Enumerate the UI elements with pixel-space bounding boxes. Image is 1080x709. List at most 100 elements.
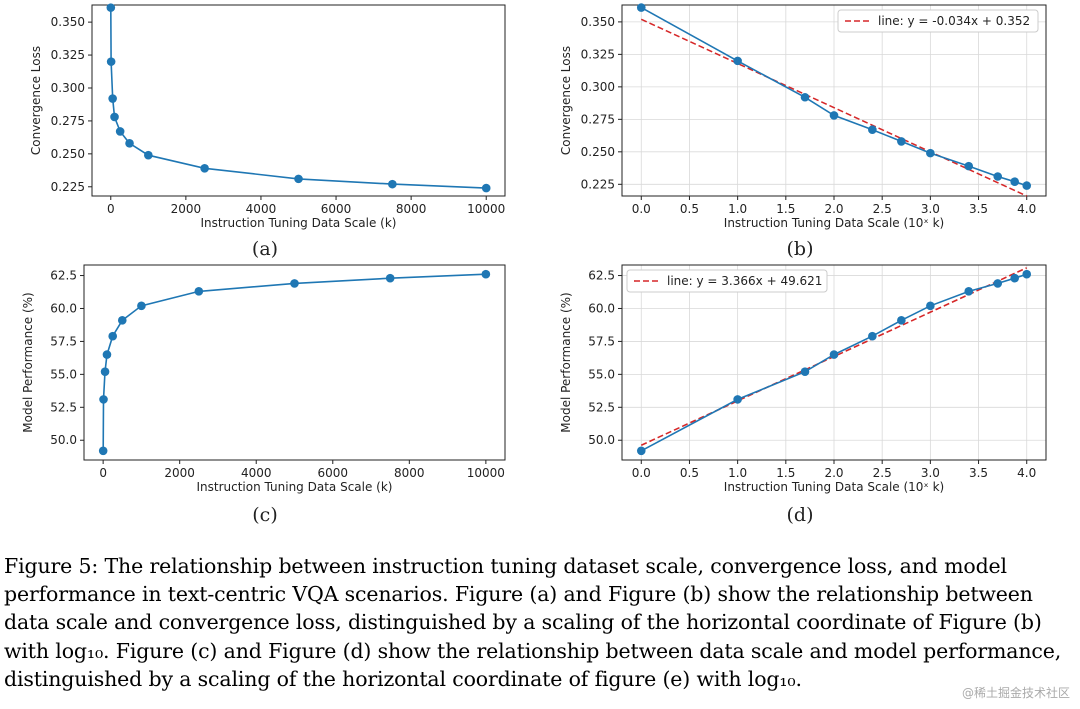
- y-tick-label: 0.325: [51, 48, 85, 62]
- caption-line-5: distinguished by a scaling of the horizo…: [4, 666, 802, 691]
- data-point: [964, 161, 974, 171]
- x-tick-label: 0.0: [632, 466, 651, 480]
- y-tick-label: 57.5: [50, 334, 77, 348]
- x-tick-label: 0.0: [632, 202, 651, 216]
- data-point: [388, 179, 397, 189]
- data-point: [926, 148, 935, 158]
- data-point: [964, 287, 974, 296]
- x-tick-label: 1.5: [776, 202, 795, 216]
- x-axis-title: Instruction Tuning Data Scale (k): [196, 480, 392, 494]
- legend-label: line: y = -0.034x + 0.352: [878, 14, 1030, 28]
- data-point: [636, 446, 646, 456]
- data-point: [99, 395, 108, 404]
- data-point: [1010, 273, 1019, 283]
- data-point: [290, 279, 299, 288]
- y-tick-label: 0.225: [581, 177, 615, 191]
- panel-label: (b): [787, 238, 814, 260]
- x-tick-label: 1.0: [728, 202, 747, 216]
- x-tick-label: 2.5: [873, 202, 892, 216]
- y-tick-label: 55.0: [50, 367, 77, 381]
- plot-frame: [83, 264, 506, 461]
- plot-frame: [91, 4, 506, 197]
- y-tick-label: 0.275: [51, 114, 85, 128]
- figure-canvas: 0 2000 4000 6000 8000 10000 0.225 0.250 0.275 0.3…: [21, 3, 1047, 526]
- y-tick-label: 52.5: [50, 400, 77, 414]
- data-point: [110, 112, 119, 122]
- x-tick-label: 6000: [321, 202, 352, 216]
- caption-line-2: performance in text-centric VQA scenario…: [4, 582, 1033, 607]
- data-point: [800, 367, 810, 377]
- legend-box: [626, 269, 828, 293]
- chart-panel-1: 0 2000 4000 6000 8000 10000 0.225 0.250 0.275 0.3…: [29, 3, 506, 260]
- panel-label: (d): [787, 504, 814, 526]
- y-tick-label: 0.250: [51, 147, 85, 161]
- chart-panel-2: 0.0 0.5 1.0 1.5 2.0 2.5 3.0 3.5 4.0 0.225 0.250 0.2…: [559, 3, 1047, 260]
- x-tick-label: 3.5: [969, 202, 988, 216]
- data-point: [868, 125, 877, 135]
- data-point: [481, 269, 491, 279]
- y-tick-label: 0.300: [51, 81, 85, 95]
- x-tick-label: 10000: [467, 466, 505, 480]
- data-point: [481, 183, 491, 193]
- y-tick-label: 0.350: [581, 15, 615, 29]
- x-tick-label: 0: [99, 466, 107, 480]
- x-tick-label: 4.0: [1017, 202, 1036, 216]
- x-tick-label: 4.0: [1017, 466, 1036, 480]
- series-line: [110, 7, 487, 189]
- data-point: [106, 57, 116, 66]
- data-point: [926, 301, 935, 311]
- caption-line-1: Figure 5: The relationship between instr…: [4, 554, 1007, 578]
- data-point: [1010, 177, 1019, 187]
- data-point: [102, 350, 112, 359]
- fit-line: [640, 18, 1028, 197]
- chart-panel-3: 0 2000 4000 6000 8000 10000 50.0 52.5 55.0 57.5 60…: [21, 264, 506, 526]
- legend-label: line: y = 3.366x + 49.621: [667, 274, 822, 288]
- legend: line: y = -0.034x + 0.352: [837, 9, 1039, 33]
- data-point: [137, 301, 146, 311]
- data-point: [897, 137, 906, 146]
- x-tick-label: 8000: [394, 466, 425, 480]
- x-axis-title: Instruction Tuning Data Scale (k): [200, 216, 396, 230]
- x-tick-label: 3.0: [921, 466, 940, 480]
- x-tick-label: 3.0: [921, 202, 940, 216]
- data-point: [108, 94, 117, 103]
- data-point: [733, 56, 742, 66]
- caption-line-4: with log₁₀. Figure (c) and Figure (d) sh…: [4, 638, 1062, 663]
- y-tick-label: 50.0: [588, 433, 615, 447]
- y-tick-label: 62.5: [588, 269, 615, 283]
- x-tick-label: 1.0: [728, 466, 747, 480]
- y-tick-label: 0.325: [581, 47, 615, 61]
- x-axis-title: Instruction Tuning Data Scale (10ˣ k): [724, 216, 944, 230]
- data-point: [1022, 269, 1032, 279]
- data-point: [733, 395, 742, 404]
- y-tick-label: 62.5: [50, 269, 77, 283]
- data-point: [117, 316, 127, 325]
- y-axis-title: Convergence Loss: [559, 46, 573, 155]
- data-point: [108, 331, 118, 341]
- data-point: [125, 139, 134, 148]
- data-point: [200, 164, 209, 173]
- y-tick-label: 52.5: [588, 400, 615, 414]
- data-point: [800, 92, 810, 102]
- y-tick-label: 0.250: [581, 145, 615, 159]
- y-axis-title: Convergence Loss: [29, 46, 43, 155]
- x-tick-label: 0.5: [680, 202, 699, 216]
- data-point: [1022, 181, 1032, 190]
- data-point: [144, 150, 153, 160]
- data-point: [115, 127, 125, 136]
- x-tick-label: 2000: [164, 466, 195, 480]
- data-point: [106, 3, 116, 12]
- x-tick-label: 2000: [171, 202, 202, 216]
- data-point: [993, 172, 1003, 181]
- x-tick-label: 4000: [241, 466, 272, 480]
- panel-label: (c): [252, 504, 277, 526]
- x-tick-label: 6000: [317, 466, 348, 480]
- x-tick-label: 0.5: [680, 466, 699, 480]
- y-tick-label: 0.225: [51, 180, 85, 194]
- y-tick-label: 0.275: [581, 112, 615, 126]
- x-tick-label: 2.0: [824, 202, 843, 216]
- data-point: [100, 367, 110, 377]
- x-tick-label: 2.0: [824, 466, 843, 480]
- data-point: [98, 446, 108, 456]
- y-axis-title: Model Performance (%): [21, 292, 35, 432]
